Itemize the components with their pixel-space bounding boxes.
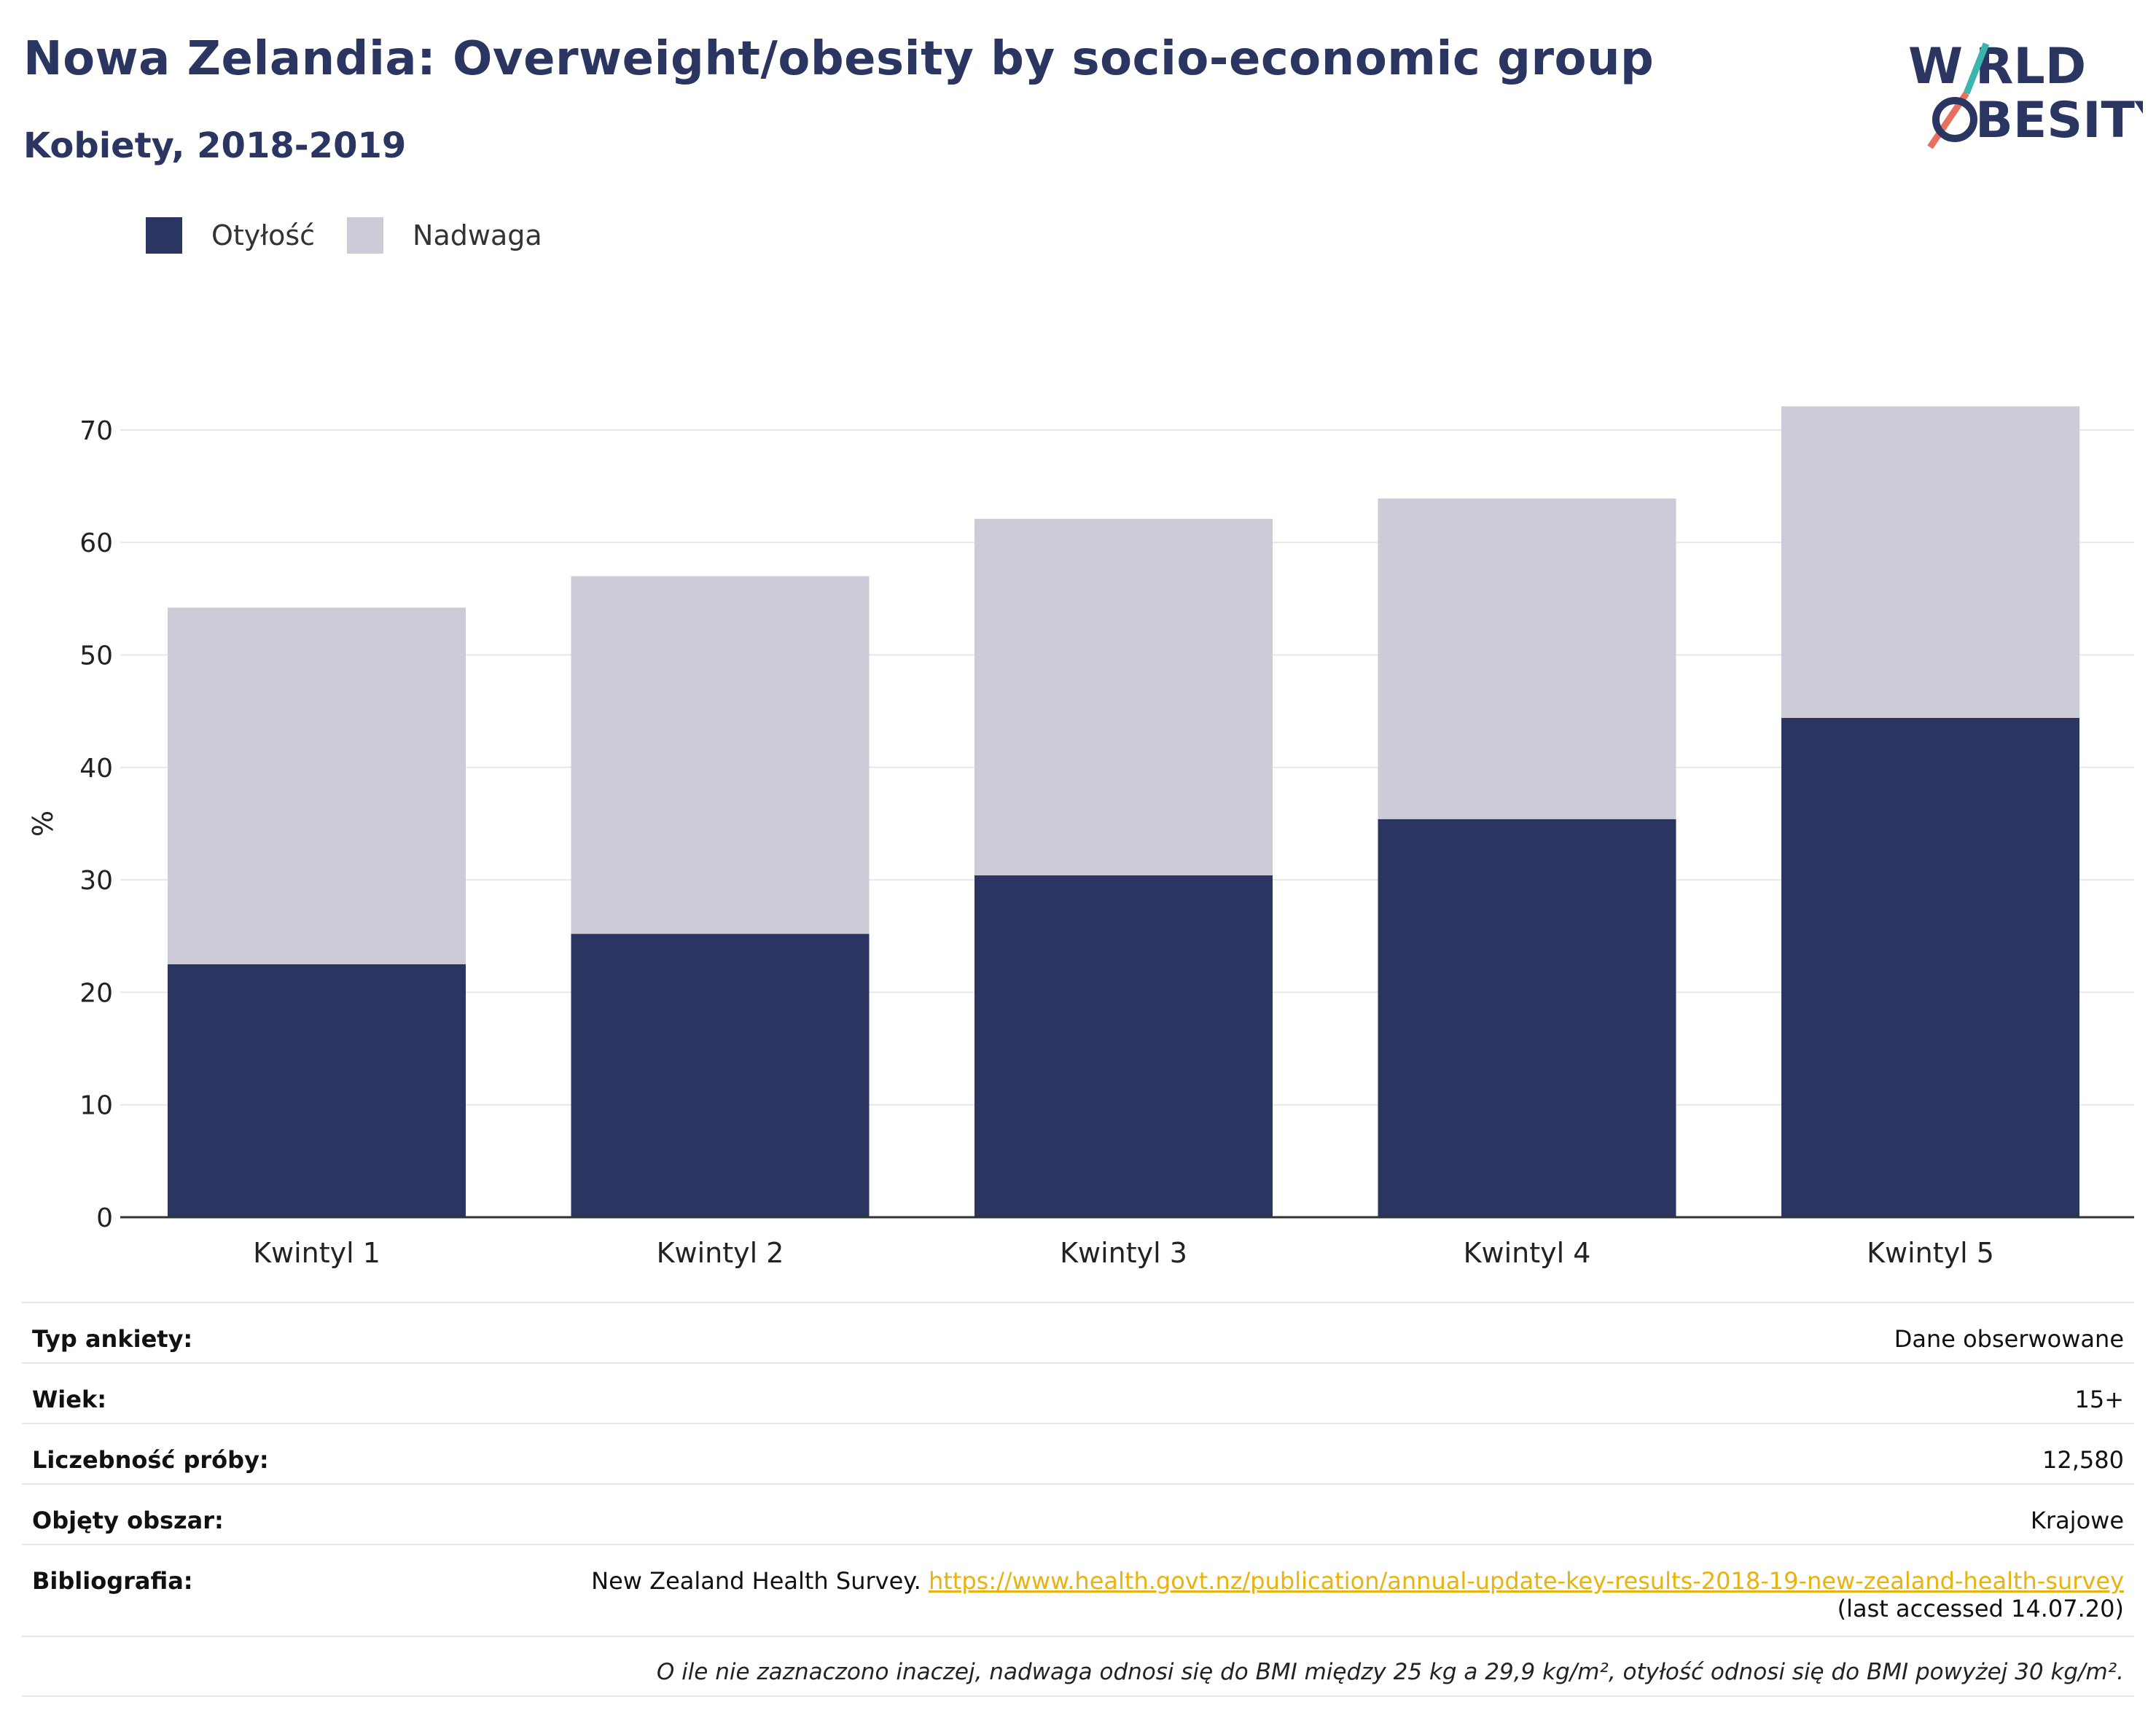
definition-note: O ile nie zaznaczono inaczej, nadwaga od… xyxy=(656,1659,2124,1685)
bar-obesity xyxy=(1781,717,2079,1217)
table-key: Liczebność próby: xyxy=(32,1446,269,1474)
x-tick-label: Kwintyl 3 xyxy=(1060,1237,1187,1269)
legend-swatch-obesity xyxy=(146,217,182,254)
bar-overweight xyxy=(1378,499,1676,819)
bar-overweight xyxy=(571,576,870,934)
chart-title: Nowa Zelandia: Overweight/obesity by soc… xyxy=(23,32,1655,86)
bar-obesity xyxy=(1378,819,1676,1217)
table-key: Objęty obszar: xyxy=(32,1507,224,1534)
y-tick-label: 60 xyxy=(79,528,113,558)
logo-letters-rld: RLD xyxy=(1975,38,2086,95)
table-row-sample-size: Liczebność próby: 12,580 xyxy=(22,1423,2134,1483)
logo-letter-o xyxy=(1932,97,1977,142)
table-value: 12,580 xyxy=(2042,1446,2124,1474)
legend-label-overweight: Nadwaga xyxy=(413,219,542,251)
y-axis-label: % xyxy=(27,811,59,837)
table-value: Dane obserwowane xyxy=(1894,1325,2124,1353)
chart-subtitle: Kobiety, 2018-2019 xyxy=(23,125,407,166)
legend-swatch-overweight xyxy=(347,217,384,254)
bibliography-accessed: (last accessed 14.07.20) xyxy=(1837,1595,2124,1622)
y-tick-label: 40 xyxy=(79,754,113,784)
x-tick-label: Kwintyl 4 xyxy=(1464,1237,1591,1269)
world-obesity-logo: W RLD BESITY xyxy=(1908,38,2143,149)
logo-letter-w: W xyxy=(1908,38,1963,95)
y-tick-label: 50 xyxy=(79,641,113,671)
bar-overweight xyxy=(168,607,466,964)
bar-obesity xyxy=(975,875,1273,1217)
legend-label-obesity: Otyłość xyxy=(211,219,316,251)
bar-overweight xyxy=(975,518,1273,875)
info-table: Typ ankiety: Dane obserwowane Wiek: 15+ … xyxy=(22,1302,2134,1697)
table-row-coverage: Objęty obszar: Krajowe xyxy=(22,1483,2134,1544)
bar-obesity xyxy=(168,964,466,1217)
bar-obesity xyxy=(571,934,870,1217)
y-tick-label: 70 xyxy=(79,416,113,446)
bibliography-link[interactable]: https://www.health.govt.nz/publication/a… xyxy=(928,1567,2124,1595)
table-row-survey-type: Typ ankiety: Dane obserwowane xyxy=(22,1302,2134,1362)
legend-item-obesity: Otyłość xyxy=(146,217,315,254)
legend-item-overweight: Nadwaga xyxy=(347,217,542,254)
legend: Otyłość Nadwaga xyxy=(146,217,574,254)
table-row-age: Wiek: 15+ xyxy=(22,1362,2134,1423)
logo-letters-besity: BESITY xyxy=(1975,92,2143,149)
table-key: Wiek: xyxy=(32,1386,107,1413)
y-tick-label: 20 xyxy=(79,978,113,1008)
logo-slash-teal xyxy=(1963,42,1990,95)
x-tick-label: Kwintyl 5 xyxy=(1867,1237,1994,1269)
y-tick-label: 30 xyxy=(79,866,113,896)
table-value: 15+ xyxy=(2074,1386,2124,1413)
table-value: Krajowe xyxy=(2030,1507,2124,1534)
table-row-note: O ile nie zaznaczono inaczej, nadwaga od… xyxy=(22,1636,2134,1695)
stacked-bar-chart: 0 10 20 30 40 50 60 70% Kwintyl 1 Kwintyl 2 Kwinty… xyxy=(27,406,2134,1269)
y-tick-label: 0 xyxy=(96,1203,113,1233)
table-key: Bibliografia: xyxy=(32,1567,193,1595)
bibliography-value: New Zealand Health Survey. https://www.h… xyxy=(591,1567,2124,1622)
bar-overweight xyxy=(1781,406,2079,718)
bibliography-source: New Zealand Health Survey. xyxy=(591,1567,921,1595)
table-key: Typ ankiety: xyxy=(32,1325,193,1353)
x-tick-label: Kwintyl 1 xyxy=(253,1237,380,1269)
table-bottom-border xyxy=(22,1695,2134,1697)
x-tick-label: Kwintyl 2 xyxy=(657,1237,784,1269)
table-row-bibliography: Bibliografia: New Zealand Health Survey.… xyxy=(22,1544,2134,1636)
y-tick-label: 10 xyxy=(79,1091,113,1121)
